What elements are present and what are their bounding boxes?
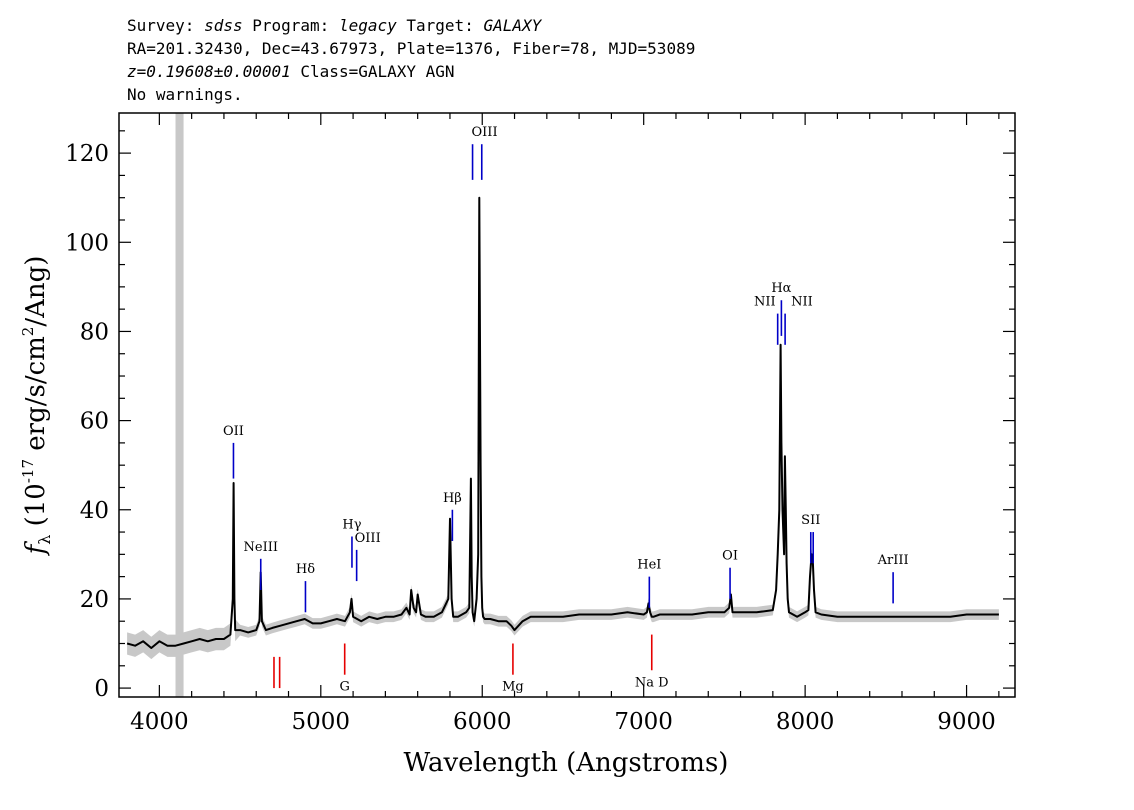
- x-axis-title: Wavelength (Angstroms): [404, 748, 729, 778]
- spectrum-header: Survey: sdss Program: legacy Target: GAL…: [127, 14, 695, 106]
- emission-line-label: Hα: [771, 281, 791, 296]
- plot-frame: [118, 112, 1016, 698]
- absorption-line-label: Na D: [635, 675, 669, 690]
- target-value: GALAXY: [483, 16, 542, 35]
- masked-wavelength-band: [175, 113, 184, 697]
- absorption-line-label: Mg: [502, 680, 524, 695]
- absorption-line-label: G: [339, 680, 349, 695]
- y-axis-title-units-post: /Ang): [21, 256, 51, 327]
- survey-value: sdss: [204, 16, 243, 35]
- header-line-3: z=0.19608±0.00001 Class=GALAXY AGN: [127, 60, 695, 83]
- x-tick-label: 5000: [292, 709, 351, 735]
- survey-label: Survey:: [127, 16, 195, 35]
- program-label: Program:: [252, 16, 330, 35]
- emission-line-label: OIII: [355, 531, 381, 546]
- y-axis-title-subscript: λ: [35, 535, 54, 545]
- header-line-1: Survey: sdss Program: legacy Target: GAL…: [127, 14, 695, 37]
- y-axis-title-exponent-2: 2: [19, 327, 37, 337]
- warnings-text: No warnings.: [127, 85, 243, 104]
- emission-line-label: ArIII: [877, 553, 909, 568]
- x-tick-label: 7000: [614, 709, 673, 735]
- x-tick-label: 9000: [937, 709, 996, 735]
- x-tick-label: 8000: [776, 709, 835, 735]
- noise-band: [127, 192, 999, 660]
- emission-line-label: OIII: [472, 125, 498, 140]
- y-axis-title-units: (10: [21, 483, 51, 526]
- emission-line-label: NII: [791, 295, 813, 310]
- class-value: Class=GALAXY AGN: [300, 62, 455, 81]
- y-axis-title: fλ (10-17 erg/s/cm2/Ang): [19, 256, 54, 557]
- emission-line-label: OI: [722, 549, 738, 564]
- x-tick-label: 4000: [130, 709, 189, 735]
- emission-line-label: Hδ: [296, 562, 315, 577]
- y-tick-label: 80: [80, 319, 109, 345]
- y-axis-title-units-mid: erg/s/cm: [21, 336, 51, 459]
- y-tick-label: 100: [65, 230, 109, 256]
- emission-line-label: NeIII: [244, 540, 278, 555]
- emission-line-label: NII: [754, 295, 776, 310]
- y-tick-label: 20: [80, 587, 109, 613]
- spectrum-line: [126, 196, 999, 649]
- y-axis-title-exponent: -17: [19, 459, 37, 483]
- program-value: legacy: [338, 16, 397, 35]
- y-tick-label: 0: [94, 676, 109, 702]
- redshift-value: z=0.19608±0.00001: [127, 62, 291, 81]
- x-tick-label: 6000: [453, 709, 512, 735]
- emission-line-label: HeI: [637, 558, 661, 573]
- emission-line-label: SII: [801, 513, 820, 528]
- y-tick-label: 120: [65, 141, 109, 167]
- target-label: Target:: [406, 16, 474, 35]
- y-tick-label: 40: [80, 498, 109, 524]
- emission-line-label: Hβ: [443, 491, 462, 506]
- y-tick-label: 60: [80, 409, 109, 435]
- header-line-2: RA=201.32430, Dec=43.67973, Plate=1376, …: [127, 39, 696, 58]
- emission-line-label: Hγ: [342, 518, 361, 533]
- emission-line-label: OII: [223, 424, 244, 439]
